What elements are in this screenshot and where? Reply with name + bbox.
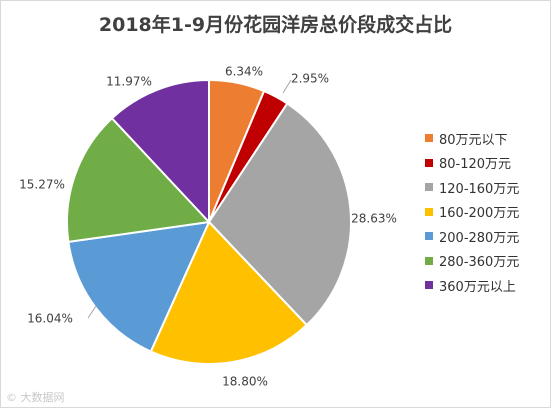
data-label: 6.34% (225, 65, 263, 79)
legend-label: 280-360万元 (439, 251, 519, 270)
legend-label: 80万元以下 (439, 129, 508, 148)
legend-label: 360万元以上 (439, 276, 516, 295)
leader-line (283, 80, 291, 93)
legend-swatch (425, 281, 433, 289)
legend-label: 160-200万元 (439, 202, 519, 221)
legend-swatch (425, 183, 433, 191)
legend-swatch (425, 257, 433, 265)
data-label: 11.97% (106, 75, 152, 89)
legend-item: 360万元以上 (425, 273, 549, 298)
data-label: 16.04% (27, 312, 73, 326)
legend-item: 200-280万元 (425, 224, 549, 249)
legend-item: 120-160万元 (425, 175, 549, 200)
legend-label: 120-160万元 (439, 178, 519, 197)
legend-item: 160-200万元 (425, 200, 549, 225)
legend-item: 80万元以下 (425, 126, 549, 151)
legend-label: 80-120万元 (439, 153, 511, 172)
legend: 80万元以下 80-120万元 120-160万元 160-200万元 200-280万… (425, 126, 549, 298)
legend-label: 200-280万元 (439, 227, 519, 246)
legend-swatch (425, 232, 433, 240)
legend-item: 80-120万元 (425, 151, 549, 176)
data-label: 18.80% (222, 375, 268, 389)
data-label: 15.27% (19, 178, 65, 192)
pie-slices (67, 80, 351, 364)
legend-swatch (425, 159, 433, 167)
data-label: 28.63% (351, 212, 397, 226)
data-label: 2.95% (291, 72, 329, 86)
leader-line (88, 306, 96, 318)
watermark: © 大数据网 (6, 389, 65, 405)
legend-swatch (425, 134, 433, 142)
legend-item: 280-360万元 (425, 249, 549, 274)
legend-swatch (425, 208, 433, 216)
chart-title: 2018年1-9月份花园洋房总价段成交占比 (0, 10, 551, 37)
